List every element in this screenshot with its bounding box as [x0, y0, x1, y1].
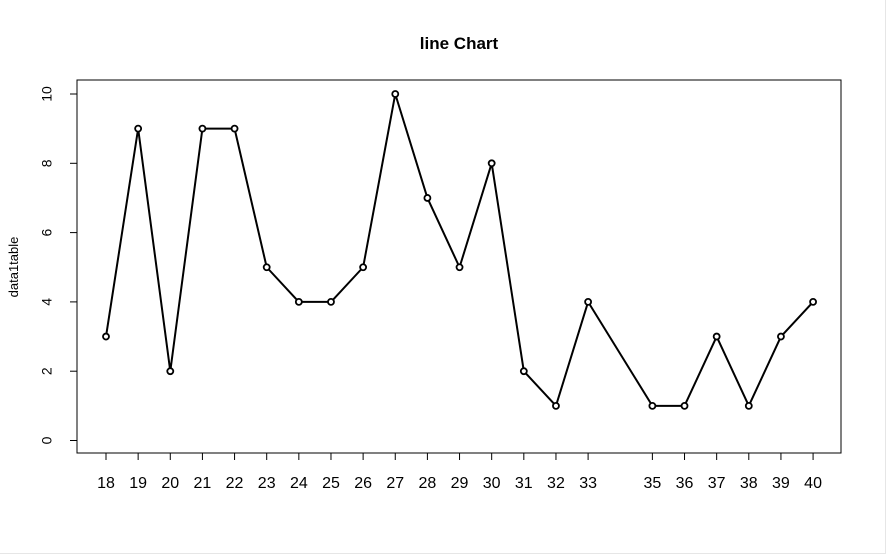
- y-axis: 0 2 4 6 8 10: [39, 86, 78, 444]
- data-point: [230, 124, 239, 133]
- data-point: [552, 401, 560, 410]
- y-tick-label: 8: [39, 159, 55, 167]
- data-point: [648, 401, 657, 410]
- x-tick-label: 38: [740, 475, 758, 492]
- data-point: [487, 159, 496, 168]
- x-tick-label: 29: [451, 475, 469, 492]
- x-tick-label: 30: [483, 475, 501, 492]
- y-tick-label: 6: [39, 228, 55, 236]
- x-tick-label: 23: [258, 475, 276, 492]
- data-point: [423, 194, 432, 202]
- x-tick-label: 28: [419, 475, 437, 492]
- y-tick-label: 2: [39, 367, 55, 375]
- data-point: [102, 332, 110, 341]
- data-point: [455, 263, 464, 272]
- x-tick-label: 32: [547, 475, 565, 492]
- x-tick-label: 27: [386, 475, 404, 492]
- x-tick-label: 21: [194, 475, 212, 492]
- x-tick-label: 33: [579, 475, 597, 492]
- x-tick-label: 36: [676, 475, 694, 492]
- data-point: [744, 401, 753, 410]
- data-point: [359, 263, 368, 272]
- x-tick-label: 20: [161, 475, 179, 492]
- data-point: [166, 367, 175, 376]
- data-point: [712, 332, 721, 341]
- data-point: [584, 297, 592, 306]
- data-point: [519, 367, 528, 376]
- chart-title: line Chart: [420, 34, 499, 53]
- series-line: [105, 93, 814, 407]
- data-point: [294, 297, 303, 306]
- data-point: [262, 263, 271, 272]
- data-point: [198, 124, 207, 133]
- x-tick-label: 24: [290, 475, 308, 492]
- data-point: [391, 90, 400, 98]
- data-point: [327, 297, 335, 306]
- y-axis-label: data1table: [6, 237, 21, 298]
- x-axis: 18 19 20 21 22 23 24 25 26 27 28 29 30 31 32 33 35 36 37 38…: [97, 452, 822, 492]
- x-tick-label: 31: [515, 475, 533, 492]
- data-point: [680, 401, 689, 410]
- x-tick-label: 39: [772, 475, 790, 492]
- series-points: [102, 90, 817, 410]
- x-tick-label: 22: [226, 475, 244, 492]
- x-tick-label: 37: [708, 475, 726, 492]
- data-point: [777, 332, 785, 341]
- data-point: [809, 297, 817, 306]
- x-tick-label: 25: [322, 475, 340, 492]
- x-tick-label: 18: [97, 475, 115, 492]
- y-tick-label: 4: [39, 298, 55, 306]
- x-tick-label: 40: [804, 475, 822, 492]
- y-tick-label: 10: [39, 86, 55, 102]
- x-tick-label: 26: [354, 475, 372, 492]
- data-point: [134, 124, 143, 133]
- x-tick-label: 35: [643, 475, 661, 492]
- x-tick-label: 19: [129, 475, 147, 492]
- y-tick-label: 0: [39, 436, 55, 444]
